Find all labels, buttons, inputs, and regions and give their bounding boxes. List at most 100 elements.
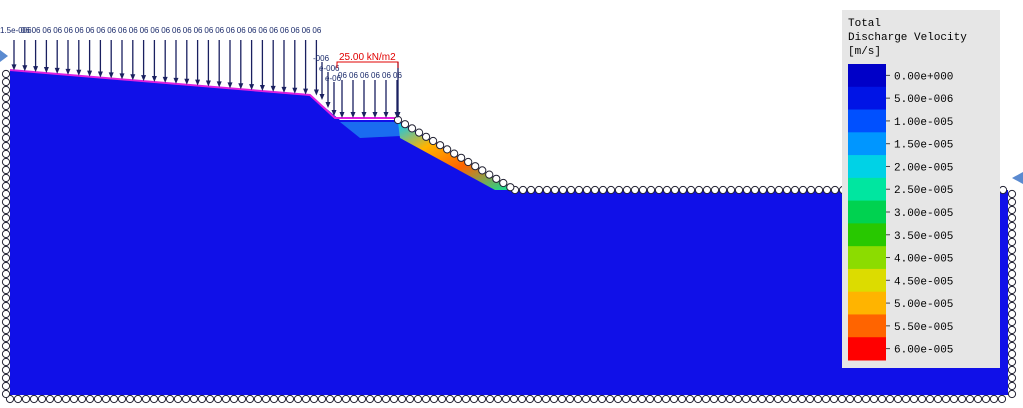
- fixity: [1, 205, 11, 215]
- fixity: [525, 394, 535, 404]
- fixity: [85, 394, 95, 404]
- fixity: [349, 394, 359, 404]
- fixity: [814, 185, 824, 195]
- fixity: [709, 394, 719, 404]
- fixity: [917, 394, 927, 404]
- fixity: [973, 394, 983, 404]
- fixity: [437, 394, 447, 404]
- load-arrow-head: [54, 67, 60, 74]
- fixity: [693, 394, 703, 404]
- legend-swatch: [848, 223, 886, 247]
- legend-label: 6.00e-005: [894, 345, 953, 357]
- fixity: [285, 394, 295, 404]
- fixity: [1007, 237, 1017, 247]
- fixity: [989, 394, 999, 404]
- fixity: [685, 394, 695, 404]
- fixity: [629, 394, 639, 404]
- fixity: [869, 394, 879, 404]
- load-label: 06: [269, 26, 278, 35]
- fixity: [478, 166, 487, 175]
- load-label: 06: [118, 26, 127, 35]
- load-label: 06: [280, 26, 289, 35]
- fixity: [149, 394, 159, 404]
- fixity: [925, 394, 935, 404]
- load-arrow-head: [119, 73, 125, 80]
- fixity: [1, 149, 11, 159]
- load-label: 06: [248, 26, 257, 35]
- fixity: [1, 357, 11, 367]
- fixity: [805, 394, 815, 404]
- fixity: [877, 394, 887, 404]
- fixity: [157, 394, 167, 404]
- fixity: [1007, 341, 1017, 351]
- legend-title: Total: [848, 18, 881, 30]
- boundary-marker: [1012, 172, 1023, 184]
- fixity: [333, 394, 343, 404]
- fixity: [1007, 317, 1017, 327]
- fixity: [621, 394, 631, 404]
- load-arrow-head: [65, 68, 71, 75]
- fixity: [758, 185, 768, 195]
- fixity: [1007, 253, 1017, 263]
- fixity: [261, 394, 271, 404]
- legend-label: 5.50e-005: [894, 322, 953, 334]
- legend-label: 4.50e-005: [894, 276, 953, 288]
- fixity: [277, 394, 287, 404]
- fixity: [1, 349, 11, 359]
- load-arrow-head: [325, 102, 331, 108]
- fixity: [397, 394, 407, 404]
- load-label: 06: [172, 26, 181, 35]
- fixity: [781, 394, 791, 404]
- load-arrow-head: [238, 83, 244, 90]
- load-label: e-006: [319, 64, 340, 73]
- load-arrow-head: [87, 70, 93, 77]
- fixity: [605, 394, 615, 404]
- fixity: [821, 394, 831, 404]
- load-label: 06: [194, 26, 203, 35]
- fixity: [499, 178, 508, 188]
- fixity: [407, 124, 417, 133]
- fixity: [622, 185, 632, 195]
- fixity: [541, 394, 551, 404]
- fixity: [317, 394, 327, 404]
- legend-swatch: [848, 177, 886, 202]
- legend-swatch: [848, 268, 886, 293]
- fixity: [670, 185, 680, 195]
- load-arrow-head: [292, 87, 298, 94]
- fixity: [702, 185, 712, 195]
- fixity: [173, 394, 183, 404]
- load-label: 06: [183, 26, 192, 35]
- boundary-marker: [0, 50, 8, 62]
- fixity: [21, 394, 31, 404]
- load-label: -006: [313, 54, 330, 63]
- fixity: [558, 185, 568, 195]
- fixity: [542, 185, 552, 195]
- fixity: [669, 394, 679, 404]
- load-arrow-head: [97, 71, 103, 78]
- fixity: [789, 394, 799, 404]
- load-arrow-head: [205, 80, 211, 87]
- fixity: [1, 261, 11, 271]
- fixity: [445, 394, 455, 404]
- load-label: 06: [338, 71, 347, 80]
- fixity: [237, 394, 247, 404]
- legend-swatch: [848, 86, 886, 111]
- fixity: [492, 174, 501, 183]
- legend-title: Discharge Velocity: [848, 32, 967, 44]
- load-label: 06: [349, 71, 358, 80]
- fixity: [45, 394, 55, 404]
- fixity: [1007, 221, 1017, 231]
- fixity: [1007, 301, 1017, 311]
- fixity: [453, 394, 463, 404]
- fixity: [1, 381, 11, 391]
- load-arrow-head: [184, 78, 190, 85]
- fixity: [750, 185, 760, 195]
- fixity: [845, 394, 855, 404]
- fixity: [117, 394, 127, 404]
- fixity: [421, 394, 431, 404]
- fixity: [806, 185, 816, 195]
- load-arrow-head: [216, 81, 222, 88]
- load-arrow-head: [43, 67, 49, 74]
- load-label: 06: [312, 26, 321, 35]
